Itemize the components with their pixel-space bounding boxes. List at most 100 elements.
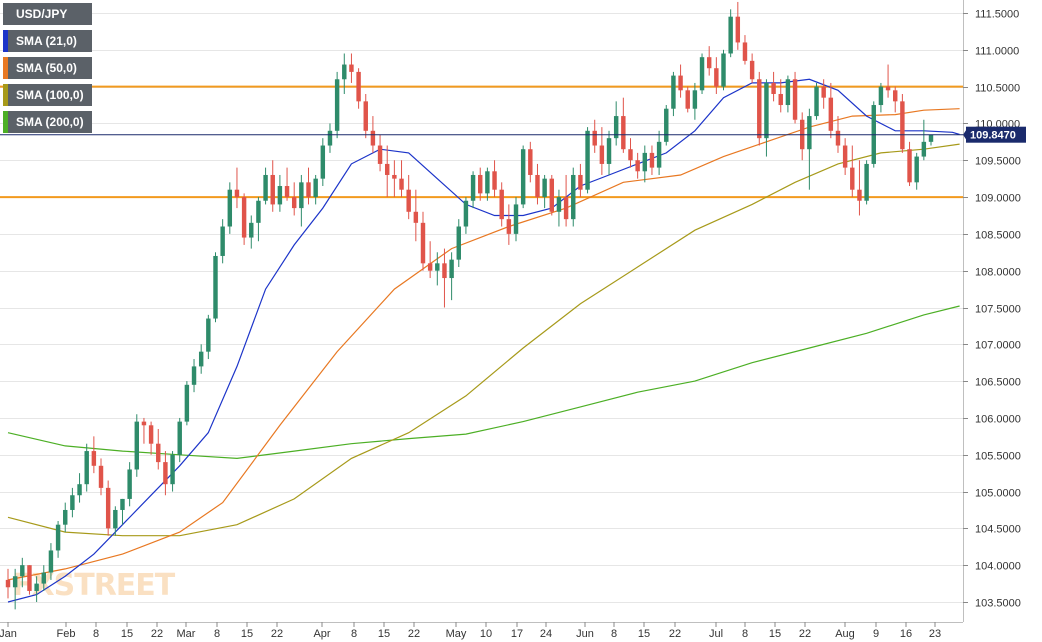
candle-body: [757, 79, 762, 139]
candle-body: [914, 156, 919, 183]
candle: [921, 119, 927, 161]
legend-item-sma-100[interactable]: SMA (100,0): [3, 84, 92, 106]
candle-body: [184, 384, 190, 422]
candle: [721, 49, 726, 91]
legend-item-sma-21[interactable]: SMA (21,0): [3, 30, 92, 52]
x-tick-label: Aug: [835, 628, 855, 640]
x-tick-label: 22: [408, 628, 420, 640]
candle-body: [506, 219, 512, 234]
candle-body: [649, 152, 655, 168]
candle: [628, 138, 633, 168]
candle: [757, 71, 762, 146]
candle-body: [299, 182, 304, 209]
candle-body: [699, 57, 705, 91]
candle-body: [241, 197, 247, 238]
y-tick-label: 104.5000: [975, 524, 1021, 536]
candle-body: [578, 174, 583, 190]
candle: [678, 64, 683, 98]
candle: [227, 182, 233, 234]
candle-body: [435, 263, 440, 271]
candle: [413, 189, 419, 242]
candle: [664, 105, 669, 146]
legend: USD/JPY SMA (21,0) SMA (50,0) SMA (100,0…: [3, 3, 92, 138]
candle: [105, 480, 111, 536]
candle-body: [878, 86, 884, 106]
candle-body: [148, 425, 154, 444]
x-tick-label: 15: [378, 628, 390, 640]
candle: [213, 252, 218, 323]
legend-item-sma-50[interactable]: SMA (50,0): [3, 57, 92, 79]
candle: [41, 565, 46, 591]
candle: [563, 174, 569, 227]
sma-21-line: [7, 78, 960, 603]
candle-body: [34, 583, 39, 591]
candle-body: [392, 174, 397, 179]
candle-body: [678, 75, 683, 91]
candle-body: [735, 16, 741, 43]
candle-body: [349, 64, 354, 72]
candle-body: [864, 163, 869, 201]
candle-body: [893, 90, 898, 102]
candle-body: [807, 116, 812, 150]
candle-body: [835, 130, 841, 146]
candle: [27, 565, 32, 595]
legend-item-sma-200[interactable]: SMA (200,0): [3, 111, 92, 133]
candle-body: [478, 174, 483, 194]
x-tick-label: 8: [742, 628, 748, 640]
candle-body: [749, 60, 755, 80]
candle-body: [621, 116, 626, 150]
candle: [392, 160, 397, 198]
candle-body: [556, 197, 562, 212]
candle-body: [120, 498, 125, 510]
candle: [177, 417, 182, 463]
candle-body: [592, 130, 597, 146]
y-tick-label: 106.0000: [975, 414, 1021, 426]
candle: [714, 57, 719, 94]
legend-label: SMA (200,0): [16, 115, 84, 129]
candle-body: [499, 189, 504, 220]
x-tick-label: 23: [929, 628, 941, 640]
candle-body: [420, 222, 426, 264]
candle-body: [742, 42, 748, 61]
candle: [320, 138, 326, 187]
candle: [900, 93, 905, 153]
x-tick-label: 22: [799, 628, 811, 640]
candle: [520, 145, 526, 209]
x-tick-label: 10: [480, 628, 492, 640]
candle-body: [98, 465, 104, 488]
candle: [857, 160, 862, 216]
candle: [113, 506, 118, 536]
x-tick-label: 9: [873, 628, 879, 640]
candle: [377, 134, 383, 172]
candle-body: [528, 149, 533, 175]
candle: [499, 182, 504, 227]
candle: [84, 443, 89, 492]
candle: [742, 35, 748, 65]
candle: [850, 145, 855, 198]
candle: [70, 487, 75, 518]
candle: [34, 576, 39, 602]
candle: [163, 451, 168, 496]
legend-swatch-sma-200: [3, 111, 8, 133]
candle: [98, 458, 104, 496]
legend-item-usdjpy[interactable]: USD/JPY: [3, 3, 92, 25]
candle-body: [384, 163, 390, 175]
last-price-tag-bg: [966, 126, 1026, 143]
candle-body: [613, 116, 619, 139]
x-tick-label: 15: [121, 628, 133, 640]
candle-body: [721, 53, 726, 87]
candle-body: [263, 174, 268, 201]
candle: [191, 359, 197, 393]
candle-body: [628, 149, 633, 161]
candle-body: [356, 71, 361, 102]
candle-body: [313, 178, 318, 198]
candle: [241, 193, 247, 245]
candle: [928, 134, 934, 146]
candle: [20, 557, 25, 588]
candle-body: [206, 318, 211, 352]
candle: [206, 314, 211, 360]
candle-body: [27, 565, 32, 591]
candle-body: [77, 484, 82, 496]
last-price-label: 109.8470: [970, 130, 1016, 142]
